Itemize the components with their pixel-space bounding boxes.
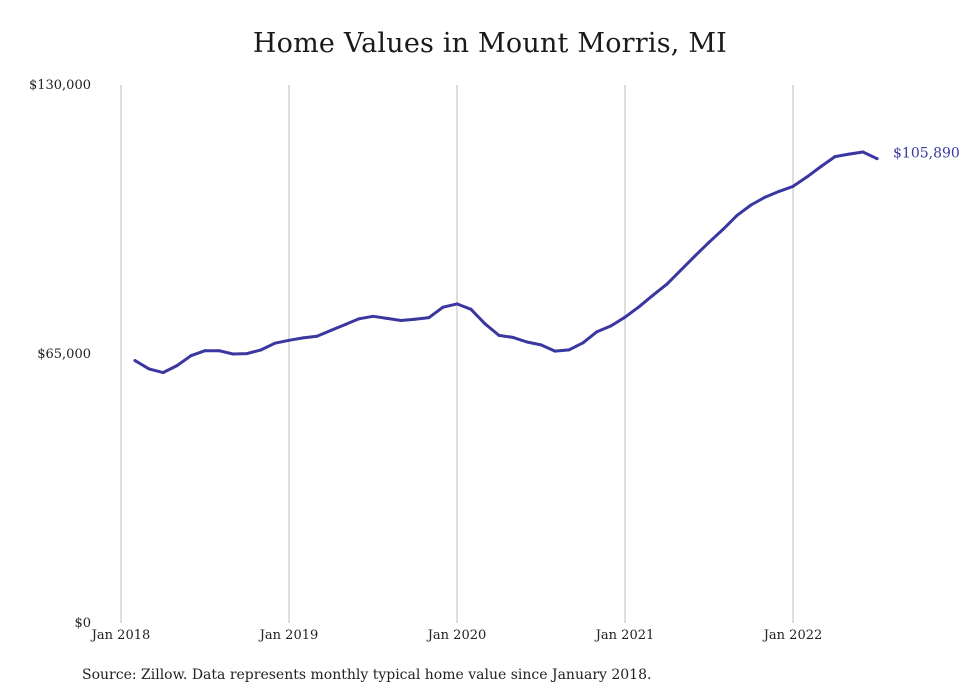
source-footnote: Source: Zillow. Data represents monthly … xyxy=(82,667,652,683)
x-tick-label: Jan 2018 xyxy=(90,628,151,643)
data-point xyxy=(497,333,501,337)
x-tick-label: Jan 2021 xyxy=(594,628,655,643)
data-point xyxy=(413,317,417,321)
data-point xyxy=(203,349,207,353)
data-point xyxy=(875,157,879,161)
data-point xyxy=(749,203,753,207)
data-point xyxy=(357,317,361,321)
data-point xyxy=(189,354,193,358)
y-tick-label: $65,000 xyxy=(37,347,91,362)
data-point xyxy=(301,336,305,340)
data-point xyxy=(525,340,529,344)
data-point xyxy=(455,302,459,306)
data-point xyxy=(427,316,431,320)
data-point xyxy=(245,352,249,356)
data-point xyxy=(217,349,221,353)
data-point xyxy=(539,343,543,347)
end-value-label: $105,890 xyxy=(893,146,960,162)
home-value-line xyxy=(133,150,879,375)
data-point xyxy=(441,305,445,309)
data-point xyxy=(259,348,263,352)
data-point xyxy=(329,328,333,332)
data-point xyxy=(343,323,347,327)
data-point xyxy=(791,184,795,188)
data-point xyxy=(553,349,557,353)
data-point xyxy=(861,150,865,154)
data-point xyxy=(777,189,781,193)
x-tick-label: Jan 2020 xyxy=(426,628,487,643)
x-tick-label: Jan 2022 xyxy=(762,628,823,643)
x-axis-labels: Jan 2018 Jan 2019 Jan 2020 Jan 2021 Jan 2022 xyxy=(90,628,823,643)
data-point xyxy=(721,227,725,231)
data-point xyxy=(147,367,151,371)
data-point xyxy=(385,316,389,320)
data-point xyxy=(133,359,137,363)
data-point xyxy=(805,175,809,179)
data-point xyxy=(833,155,837,159)
data-point xyxy=(665,282,669,286)
data-point xyxy=(693,254,697,258)
data-point xyxy=(707,240,711,244)
data-point xyxy=(623,315,627,319)
data-point xyxy=(609,324,613,328)
data-point xyxy=(469,307,473,311)
data-point xyxy=(399,318,403,322)
gridlines xyxy=(120,85,794,623)
data-point xyxy=(679,268,683,272)
y-tick-label: $130,000 xyxy=(29,78,91,93)
data-point xyxy=(581,341,585,345)
data-point xyxy=(651,293,655,297)
y-axis-labels: $0 $65,000 $130,000 xyxy=(29,78,91,631)
data-point xyxy=(735,213,739,217)
data-point xyxy=(567,348,571,352)
data-point xyxy=(287,338,291,342)
x-tick-label: Jan 2019 xyxy=(258,628,319,643)
data-point xyxy=(315,334,319,338)
data-point xyxy=(637,305,641,309)
data-point xyxy=(273,341,277,345)
data-point xyxy=(511,335,515,339)
data-point xyxy=(819,165,823,169)
data-point xyxy=(175,364,179,368)
y-tick-label: $0 xyxy=(74,616,91,631)
data-point xyxy=(231,352,235,356)
chart-title: Home Values in Mount Morris, MI xyxy=(252,28,728,59)
data-point xyxy=(483,322,487,326)
data-points xyxy=(133,150,879,375)
data-point xyxy=(371,314,375,318)
data-point xyxy=(595,330,599,334)
data-point xyxy=(161,371,165,375)
data-point xyxy=(847,152,851,156)
data-point xyxy=(763,195,767,199)
